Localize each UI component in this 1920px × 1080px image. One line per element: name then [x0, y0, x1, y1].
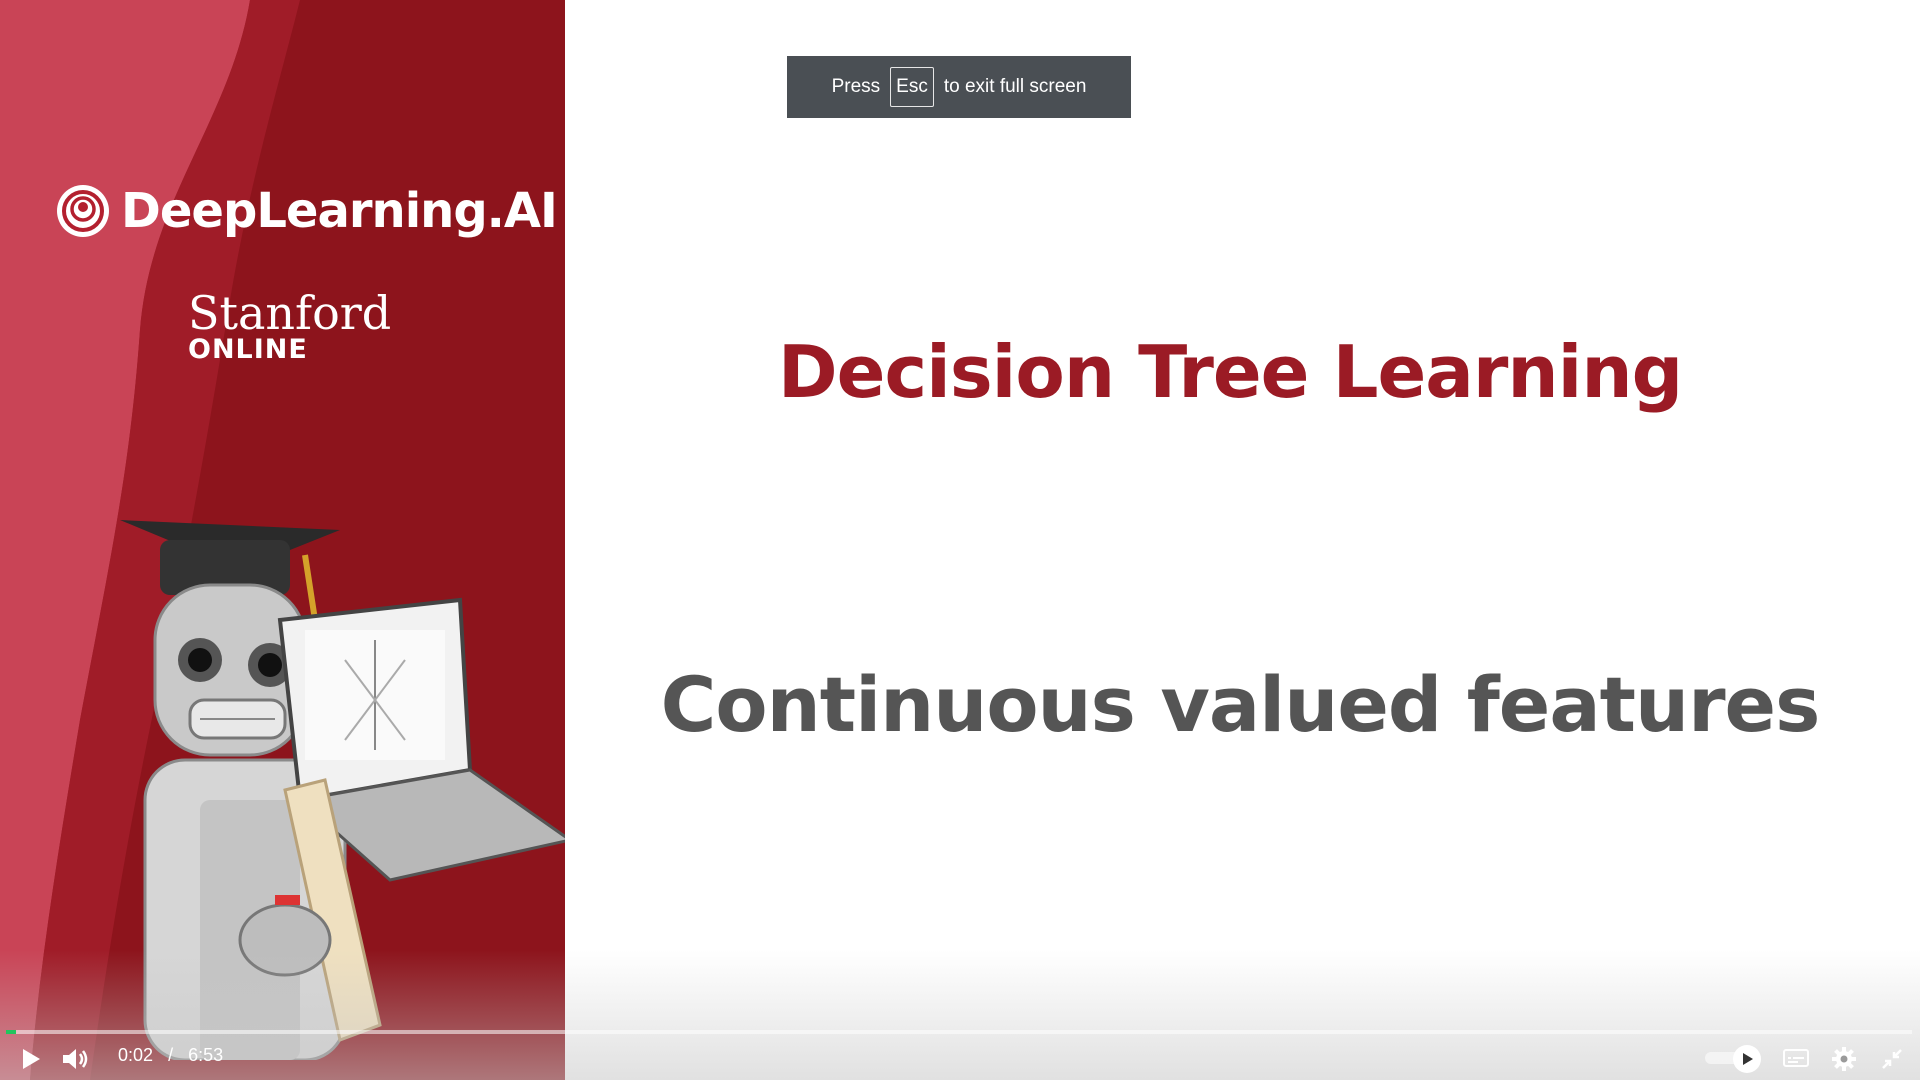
esc-key-label: Esc: [890, 67, 934, 107]
gear-icon: [1832, 1047, 1856, 1071]
time-separator: /: [168, 1045, 174, 1065]
toast-text-before: Press: [831, 76, 881, 97]
autoplay-toggle-icon: [1743, 1053, 1753, 1065]
slide-title: Decision Tree Learning: [777, 330, 1683, 414]
volume-button[interactable]: [58, 1042, 92, 1076]
slide-subtitle: Continuous valued features: [660, 660, 1821, 749]
current-time: 0:02: [118, 1045, 154, 1065]
seek-bar[interactable]: [6, 1030, 1912, 1034]
fullscreen-exit-toast: Press Esc to exit full screen: [787, 56, 1131, 118]
partner-name: Stanford: [188, 286, 392, 340]
captions-icon: [1783, 1049, 1809, 1067]
brand-panel: DeepLearning.AI Stanford ONLINE: [0, 0, 565, 1080]
brand-name: DeepLearning.AI: [121, 183, 558, 239]
autoplay-toggle-knob[interactable]: [1733, 1045, 1761, 1073]
play-icon: [23, 1049, 40, 1069]
captions-button[interactable]: [1779, 1042, 1813, 1076]
time-display: 0:02 / 6:53: [118, 1045, 223, 1066]
partner-sub: ONLINE: [188, 334, 308, 365]
toast-text-after: to exit full screen: [943, 76, 1087, 97]
deeplearning-ai-logo: DeepLearning.AI: [55, 183, 558, 239]
play-button[interactable]: [14, 1042, 48, 1076]
exit-fullscreen-icon: [1882, 1049, 1902, 1069]
seek-bar-played: [6, 1030, 16, 1034]
deeplearning-ai-mark-icon: [57, 185, 109, 237]
volume-icon: [63, 1049, 88, 1069]
stanford-online-logo: Stanford ONLINE: [188, 290, 391, 364]
duration: 6:53: [188, 1045, 224, 1065]
settings-button[interactable]: [1827, 1042, 1861, 1076]
exit-fullscreen-button[interactable]: [1875, 1042, 1909, 1076]
controls-gradient: [0, 950, 1920, 1080]
